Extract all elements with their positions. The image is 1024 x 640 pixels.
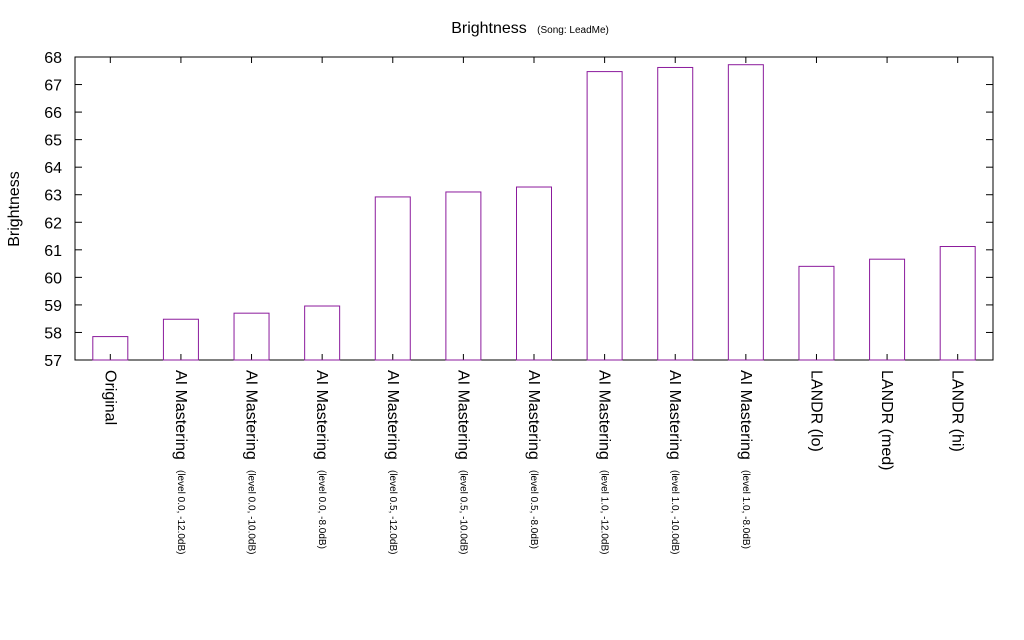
bar [939, 246, 976, 361]
x-category-label: AI Mastering [384, 370, 401, 460]
x-category-label: AI Mastering [313, 370, 330, 460]
y-tick-label: 62 [44, 215, 62, 232]
x-category-label: AI Mastering [596, 370, 613, 460]
x-category-sublabel: (level 0.5, -12.0dB) [387, 470, 398, 555]
x-category-sublabel: (level 0.0, -8.0dB) [316, 470, 327, 549]
x-category-sublabel: (level 1.0, -10.0dB) [669, 470, 680, 555]
x-category-sublabel: (level 0.0, -12.0dB) [175, 470, 186, 555]
y-tick-label: 59 [44, 298, 62, 315]
y-tick-label: 58 [44, 325, 62, 342]
bar [586, 71, 623, 361]
y-tick-label: 64 [44, 160, 62, 177]
y-tick-label: 63 [44, 188, 62, 205]
bar [162, 318, 199, 361]
y-tick-label: 66 [44, 105, 62, 122]
bar [869, 258, 906, 361]
y-axis-label: Brightness [6, 171, 23, 247]
y-tick-label: 57 [44, 353, 62, 370]
x-category-label: AI Mastering [172, 370, 189, 460]
x-category-label: AI Mastering [243, 370, 260, 460]
y-tick-label: 68 [44, 50, 62, 67]
bar [445, 191, 482, 361]
x-category-label: AI Mastering [454, 370, 471, 460]
chart-title: Brightness [451, 20, 527, 37]
bar [304, 305, 341, 361]
plot-frame [74, 56, 994, 361]
x-category-label: AI Mastering [737, 370, 754, 460]
bar [233, 312, 270, 361]
x-category-label: LANDR (hi) [949, 370, 966, 452]
x-category-label: AI Mastering [525, 370, 542, 460]
x-category-sublabel: (level 0.0, -10.0dB) [246, 470, 257, 555]
x-category-label: LANDR (lo) [807, 370, 824, 452]
x-category-sublabel: (level 0.5, -8.0dB) [528, 470, 539, 549]
bar [92, 336, 129, 361]
chart-subtitle: (Song: LeadMe) [537, 25, 609, 36]
bar [374, 196, 411, 361]
x-category-sublabel: (level 1.0, -8.0dB) [740, 470, 751, 549]
bar [516, 186, 552, 361]
bar [798, 265, 835, 361]
y-tick-label: 60 [44, 270, 62, 287]
y-tick-label: 67 [44, 78, 62, 95]
bar [657, 66, 694, 361]
y-tick-label: 65 [44, 133, 62, 150]
x-category-label: LANDR (med) [878, 370, 895, 470]
bar [727, 64, 764, 361]
x-category-label: AI Mastering [666, 370, 683, 460]
x-category-label: Original [101, 370, 118, 425]
x-category-sublabel: (level 1.0, -12.0dB) [599, 470, 610, 555]
x-category-sublabel: (level 0.5, -10.0dB) [457, 470, 468, 555]
y-tick-label: 61 [44, 243, 62, 260]
plot-area: 57 58 59 60 61 62 63 64 65 66 67 68 Original AI Maste… [44, 50, 994, 555]
